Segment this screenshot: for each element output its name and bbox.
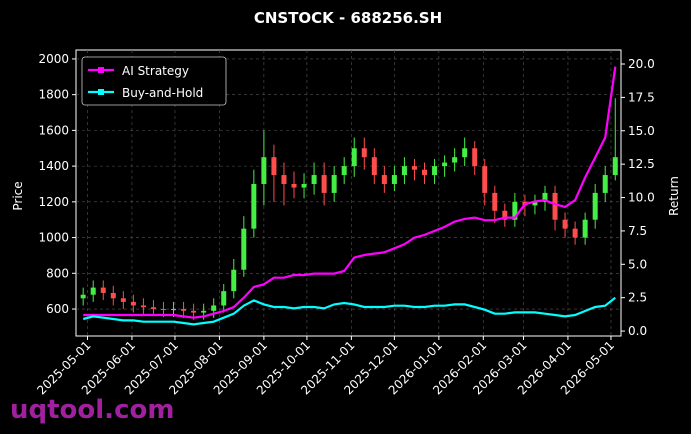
candle-body: [492, 192, 498, 211]
y-tick-label: 1200: [38, 195, 69, 209]
y-tick-label: 600: [46, 302, 69, 316]
legend-marker: [98, 89, 104, 95]
candle-body: [281, 175, 287, 184]
candle-body: [171, 309, 177, 311]
candle-body: [432, 166, 438, 176]
y2-tick-label: 12.5: [628, 157, 655, 171]
y-tick-label: 800: [46, 266, 69, 280]
series-line: [82, 296, 616, 326]
candle-body: [201, 310, 207, 313]
legend-label: AI Strategy: [122, 64, 189, 78]
candle-body: [371, 157, 377, 176]
legend-marker: [98, 67, 104, 73]
chart-title: CNSTOCK - 688256.SH: [254, 9, 442, 27]
candle-body: [381, 175, 387, 184]
candle-body: [452, 157, 458, 163]
y2-tick-label: 15.0: [628, 124, 655, 138]
candle-body: [90, 287, 96, 295]
candle-body: [351, 148, 357, 167]
y-tick-label: 1400: [38, 159, 69, 173]
candle-body: [130, 301, 136, 306]
y2-tick-label: 7.5: [628, 224, 647, 238]
legend-label: Buy-and-Hold: [122, 86, 203, 100]
candle-body: [191, 310, 197, 313]
candle-body: [602, 175, 608, 193]
candle-body: [542, 192, 548, 202]
candle-body: [241, 228, 247, 270]
candle-body: [462, 148, 468, 158]
candle-body: [80, 294, 86, 299]
candle-body: [271, 157, 277, 176]
candle-body: [572, 228, 578, 238]
candle-body: [562, 219, 568, 229]
candle-body: [512, 201, 518, 220]
candle-body: [301, 183, 307, 188]
y2-tick-label: 17.5: [628, 90, 655, 104]
candle-body: [321, 175, 327, 193]
watermark: uqtool.com: [10, 395, 174, 425]
candle-body: [140, 305, 146, 308]
series-line: [83, 66, 617, 319]
candle-body: [160, 309, 166, 311]
candle-body: [442, 162, 448, 167]
candle-body: [331, 175, 337, 193]
y2-axis-label: Return: [667, 176, 681, 216]
candle-body: [422, 169, 428, 176]
candle-body: [361, 148, 367, 158]
candle-body: [291, 183, 297, 188]
y2-tick-label: 2.5: [628, 291, 647, 305]
y2-tick-label: 20.0: [628, 57, 655, 71]
candle-body: [261, 157, 267, 184]
candle-body: [472, 148, 478, 167]
candle-body: [532, 201, 538, 206]
y-tick-label: 1600: [38, 123, 69, 137]
candle-body: [221, 291, 227, 306]
candle-body: [482, 166, 488, 193]
candle-body: [411, 166, 417, 170]
candle-body: [401, 166, 407, 176]
candle-body: [341, 166, 347, 176]
y-tick-label: 1800: [38, 88, 69, 102]
candle-body: [100, 287, 106, 293]
y2-tick-label: 10.0: [628, 191, 655, 205]
candle-body: [612, 157, 618, 176]
candle-body: [231, 269, 237, 292]
candle-body: [110, 292, 116, 299]
candle-body: [251, 183, 257, 229]
candle-body: [181, 309, 187, 311]
candle-body: [502, 210, 508, 220]
y-tick-label: 2000: [38, 52, 69, 66]
candle-body: [311, 175, 317, 184]
y2-tick-label: 0.0: [628, 324, 647, 338]
y-axis-label: Price: [11, 181, 25, 210]
y-tick-label: 1000: [38, 231, 69, 245]
candle-body: [120, 298, 126, 302]
candle-body: [391, 175, 397, 184]
candle-body: [211, 305, 217, 311]
candle-body: [552, 192, 558, 220]
candle-body: [150, 307, 156, 310]
candle-body: [592, 192, 598, 220]
legend-box: [81, 56, 227, 106]
plot-area: [76, 50, 621, 336]
candle-body: [582, 219, 588, 238]
y2-tick-label: 5.0: [628, 257, 647, 271]
